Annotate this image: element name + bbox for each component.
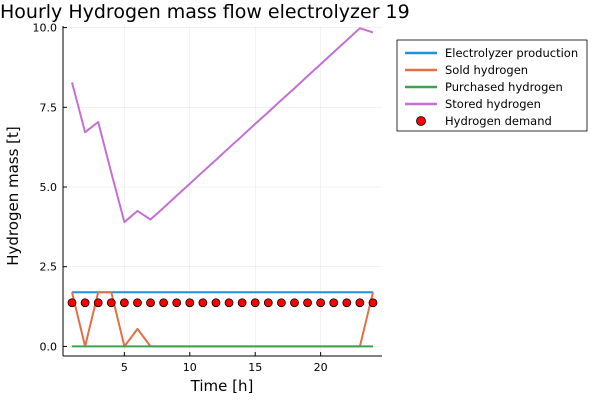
series-layer — [67, 27, 378, 348]
legend-label-hydrogen-demand: Hydrogen demand — [445, 114, 552, 128]
data-point-hydrogen-demand — [93, 298, 103, 308]
data-point-hydrogen-demand — [198, 298, 208, 308]
y-ticks: 0.0 2.5 5.0 7.5 10.0 — [33, 22, 67, 353]
legend-swatch-hydrogen-demand — [416, 116, 426, 126]
data-point-hydrogen-demand — [172, 298, 182, 308]
data-point-hydrogen-demand — [67, 298, 77, 308]
y-tick-label: 10.0 — [33, 22, 58, 35]
y-axis-label: Hydrogen mass [t] — [4, 126, 22, 266]
legend-label-stored-hydrogen: Stored hydrogen — [445, 97, 541, 111]
x-axis-label: Time [h] — [190, 377, 254, 395]
chart-title: Hourly Hydrogen mass flow electrolyzer 1… — [0, 1, 410, 23]
data-point-hydrogen-demand — [329, 298, 339, 308]
data-point-hydrogen-demand — [250, 298, 260, 308]
data-point-hydrogen-demand — [80, 298, 90, 308]
data-point-hydrogen-demand — [185, 298, 195, 308]
y-tick-label: 0.0 — [40, 340, 58, 353]
data-point-hydrogen-demand — [211, 298, 221, 308]
series-line-stored-hydrogen — [71, 27, 374, 224]
x-ticks: 5 10 15 20 — [121, 352, 328, 374]
y-tick-label: 7.5 — [40, 101, 58, 114]
legend: Electrolyzer production Sold hydrogen Purc… — [396, 39, 588, 132]
y-tick-label: 5.0 — [40, 181, 58, 194]
data-point-hydrogen-demand — [355, 298, 365, 308]
legend-label-purchased-hydrogen: Purchased hydrogen — [445, 80, 563, 94]
data-point-hydrogen-demand — [146, 298, 155, 308]
x-tick-label: 15 — [248, 361, 262, 374]
legend-label-electrolyzer-production: Electrolyzer production — [445, 46, 578, 60]
data-point-hydrogen-demand — [316, 298, 326, 308]
data-point-hydrogen-demand — [263, 298, 273, 308]
legend-label-sold-hydrogen: Sold hydrogen — [445, 63, 528, 77]
y-tick-label: 2.5 — [40, 261, 58, 274]
legend-box — [396, 39, 588, 132]
data-point-hydrogen-demand — [159, 298, 169, 308]
series-line-sold-hydrogen — [71, 291, 374, 348]
x-tick-label: 20 — [314, 361, 328, 374]
axes — [62, 26, 382, 357]
data-point-hydrogen-demand — [237, 298, 247, 308]
data-point-hydrogen-demand — [119, 298, 129, 308]
data-point-hydrogen-demand — [133, 298, 142, 308]
data-point-hydrogen-demand — [276, 298, 286, 308]
data-point-hydrogen-demand — [303, 298, 312, 308]
data-point-hydrogen-demand — [224, 298, 234, 308]
x-tick-label: 10 — [183, 361, 197, 374]
data-point-hydrogen-demand — [290, 298, 299, 308]
x-tick-label: 5 — [121, 361, 128, 374]
data-point-hydrogen-demand — [368, 298, 378, 308]
data-point-hydrogen-demand — [342, 298, 352, 308]
data-point-hydrogen-demand — [106, 298, 116, 308]
